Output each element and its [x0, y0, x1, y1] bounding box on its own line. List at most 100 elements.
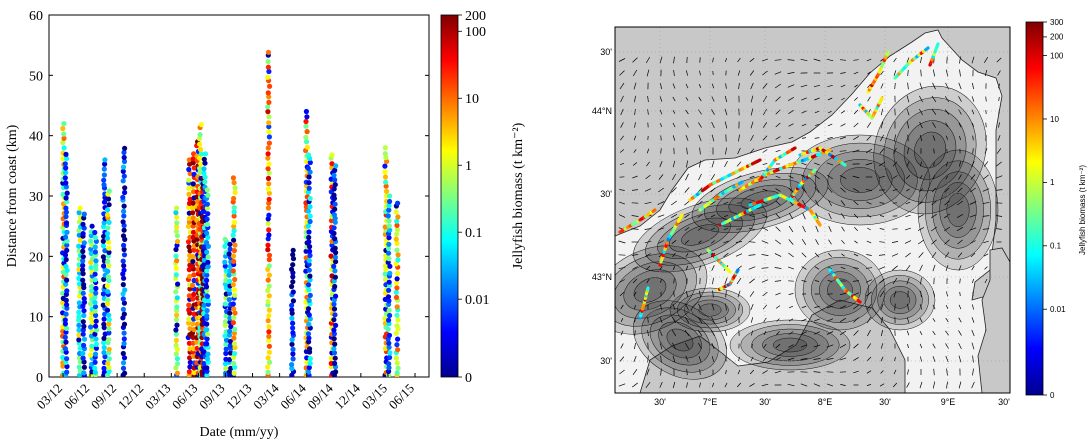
scatter-point: [232, 310, 238, 316]
scatter-point: [289, 337, 295, 343]
scatter-point: [81, 370, 87, 376]
scatter-point: [265, 109, 271, 115]
scatter-point: [393, 236, 399, 242]
map-current-arrow: [620, 135, 624, 141]
map-current-arrow: [788, 136, 794, 140]
map-current-arrow: [841, 213, 845, 219]
map-current-arrow: [814, 162, 820, 166]
scatter-point: [382, 174, 389, 180]
scatter-point: [80, 267, 86, 273]
map-current-arrow: [932, 304, 936, 310]
map-current-arrow: [699, 369, 701, 375]
scatter-point: [306, 297, 312, 304]
scatter-point: [81, 342, 87, 348]
scatter-point: [64, 155, 70, 162]
scatter-axes-box: [48, 14, 430, 378]
map-current-arrow: [880, 83, 884, 89]
map-current-arrow: [866, 58, 872, 62]
scatter-point: [89, 288, 95, 294]
map-current-arrow: [774, 280, 782, 282]
scatter-point: [232, 185, 238, 191]
map-current-arrow: [761, 240, 769, 244]
scatter-point: [88, 250, 94, 257]
map-current-arrow: [982, 188, 990, 192]
map-current-arrow: [972, 82, 974, 90]
map-current-arrow: [735, 241, 743, 243]
scatter-point: [307, 360, 313, 366]
scatter-point: [173, 351, 179, 357]
scatter-point: [332, 206, 338, 212]
map-current-arrow: [904, 240, 912, 244]
map-current-arrow: [957, 252, 963, 258]
map-current-arrow: [982, 228, 990, 230]
scatter-point: [197, 132, 203, 138]
scatter-point: [121, 213, 127, 219]
scatter-point: [385, 245, 392, 252]
map-current-arrow: [660, 148, 662, 154]
map-current-contour: [716, 178, 804, 222]
scatter-x-tick-label: 12/12: [115, 381, 147, 413]
scatter-point: [265, 104, 271, 110]
map-current-field: [615, 85, 999, 380]
map-current-arrow: [711, 303, 715, 311]
map-current-arrow: [917, 239, 925, 245]
map-current-arrow: [698, 290, 702, 298]
scatter-point: [89, 343, 95, 349]
colorbar-tick-label: 10: [1050, 115, 1059, 124]
scatter-point: [331, 306, 338, 312]
map-current-arrow: [906, 57, 910, 63]
scatter-point: [173, 337, 179, 343]
scatter-point: [266, 196, 272, 202]
scatter-point: [189, 263, 196, 269]
scatter-point: [290, 256, 297, 262]
map-current-arrow: [671, 187, 677, 193]
map-current-arrow: [750, 134, 754, 142]
colorbar-tick-label: 100: [465, 25, 486, 40]
map-current-arrow: [878, 254, 886, 256]
map-current-contour: [669, 217, 731, 253]
map-current-arrow: [854, 84, 858, 88]
scatter-point: [80, 290, 86, 296]
map-current-arrow: [686, 70, 688, 76]
map-current-arrow: [971, 329, 975, 337]
map-current-contour: [903, 120, 957, 180]
scatter-point: [204, 277, 210, 283]
map-current-arrow: [711, 160, 715, 168]
map-current-arrow: [866, 356, 872, 362]
map-current-arrow: [995, 215, 1003, 217]
scatter-point: [332, 274, 338, 280]
scatter-point: [101, 233, 107, 239]
scatter-point: [204, 308, 210, 314]
scatter-point: [329, 152, 335, 158]
scatter-point: [63, 297, 69, 303]
map-current-arrow: [813, 358, 821, 360]
scatter-point: [394, 247, 400, 253]
scatter-point: [64, 369, 70, 375]
scatter-point: [64, 277, 70, 283]
scatter-point: [386, 223, 392, 229]
map-current-arrow: [866, 254, 872, 256]
map-current-arrow: [801, 239, 807, 245]
map-current-arrow: [672, 122, 676, 128]
scatter-point: [174, 370, 180, 376]
map-current-arrow: [866, 214, 872, 218]
scatter-point: [266, 190, 272, 196]
map-current-contour: [802, 256, 878, 324]
map-current-arrow: [685, 83, 689, 89]
scatter-point: [332, 167, 338, 173]
map-current-arrow: [840, 123, 846, 127]
map-current-arrow: [918, 214, 924, 218]
scatter-point: [191, 247, 197, 253]
map-current-arrow: [814, 252, 820, 258]
scatter-point: [222, 319, 229, 325]
scatter-point: [265, 155, 271, 161]
map-current-arrow: [712, 382, 714, 388]
map-current-arrow: [958, 355, 962, 363]
scatter-point: [332, 268, 338, 274]
scatter-point: [186, 369, 192, 375]
map-current-arrow: [633, 82, 637, 90]
scatter-point: [231, 330, 237, 336]
map-current-arrow: [828, 239, 832, 245]
map-current-arrow: [879, 383, 885, 387]
scatter-point: [306, 261, 312, 267]
